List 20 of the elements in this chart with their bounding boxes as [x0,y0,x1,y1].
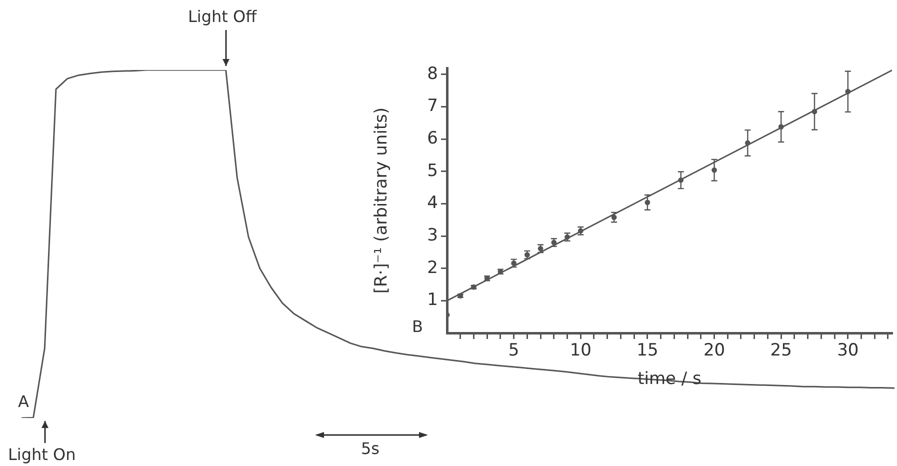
x-tick-label: 30 [837,340,859,361]
y-tick-label: 5 [427,160,438,181]
text: Light On [8,445,76,464]
annotation: A [18,392,29,411]
y-axis-title: [R·]⁻¹ (arbitrary units) [372,107,392,294]
y-tick-label: 8 [427,64,438,84]
y-tick-label: 3 [427,225,438,246]
y-tick-label: 6 [427,128,438,149]
x-tick-label: 25 [770,340,792,361]
x-tick-label: 20 [703,340,726,361]
y-tick-label: 4 [427,193,438,214]
x-tick-label: 10 [570,340,592,361]
text: 5s [361,439,380,458]
x-tick-label: 5 [508,340,520,361]
y-tick-label: 2 [427,258,438,278]
x-tick-label: 15 [636,340,658,361]
text: Light Off [188,7,257,26]
y-tick-label: 7 [427,96,438,116]
annotation: B [412,317,423,336]
y-tick-label: 1 [427,290,438,310]
